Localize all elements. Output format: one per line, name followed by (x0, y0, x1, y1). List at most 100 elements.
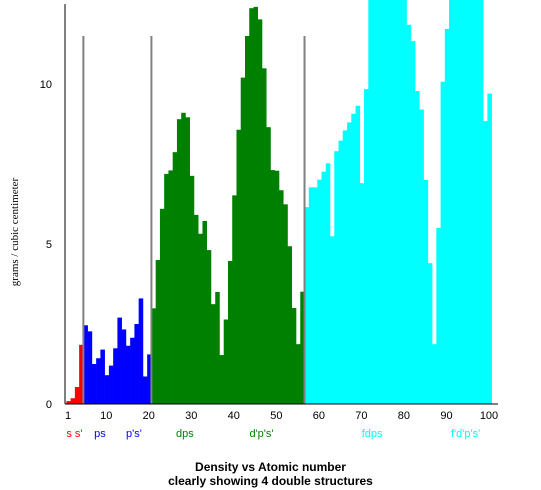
x-tick-label-1: 1 (65, 410, 71, 422)
bar-z16 (130, 337, 135, 404)
bar-z1 (66, 401, 71, 404)
bar-z66 (342, 130, 348, 404)
bar-z99 (483, 121, 488, 405)
bar-z27 (176, 119, 182, 404)
bar-z15 (125, 345, 131, 404)
group-label-0: s s' (66, 428, 82, 440)
bar-z3 (74, 387, 80, 404)
y-axis-label: grams / cubic centimeter (9, 177, 21, 286)
bar-z96 (470, 0, 475, 405)
bar-z56 (300, 291, 305, 404)
bar-z91 (449, 0, 454, 404)
bar-z93 (457, 0, 463, 405)
bar-z4 (79, 344, 84, 404)
divider-lines (82, 36, 306, 404)
x-tick-label-60: 60 (313, 410, 325, 422)
bar-z36 (215, 292, 220, 404)
bar-z35 (210, 304, 216, 404)
bar-z26 (172, 152, 178, 404)
y-tick-label-10: 10 (40, 79, 52, 91)
bar-z44 (249, 8, 254, 404)
bar-z28 (181, 112, 186, 405)
bar-z46 (257, 19, 263, 405)
bar-z60 (317, 179, 322, 404)
bar-z51 (279, 190, 284, 404)
bar-group (66, 0, 492, 405)
group-labels: s s' ps p's' dps d'p's' fdps f'd'p's' (66, 428, 480, 440)
bar-z18 (138, 298, 144, 404)
group-label-4: d'p's' (249, 428, 273, 440)
bar-z43 (244, 36, 250, 404)
bar-z13 (117, 317, 122, 404)
x-tick-label-70: 70 (355, 410, 367, 422)
y-tick-label-0: 0 (46, 399, 52, 411)
group-label-5: fdps (362, 428, 383, 440)
bar-z49 (270, 170, 276, 404)
bar-z14 (121, 329, 127, 404)
group-label-1: ps (94, 428, 106, 440)
bar-z19 (142, 376, 148, 404)
bar-z90 (444, 28, 450, 405)
bar-z30 (189, 175, 195, 404)
bar-z17 (134, 324, 139, 404)
bar-z47 (261, 68, 267, 404)
bar-z82 (410, 41, 416, 405)
bar-z61 (321, 171, 327, 404)
bar-z32 (198, 233, 203, 404)
bar-z31 (193, 214, 199, 404)
bar-z48 (266, 127, 271, 404)
bar-z65 (338, 140, 344, 404)
bar-z11 (108, 365, 114, 404)
bar-z75 (381, 0, 386, 404)
bar-z74 (376, 0, 382, 405)
bar-z59 (313, 187, 318, 404)
bar-z68 (351, 113, 356, 404)
bar-z42 (240, 77, 246, 404)
x-tick-label-90: 90 (440, 410, 452, 422)
bar-z100 (487, 93, 492, 404)
bar-z76 (385, 0, 390, 404)
bar-z86 (427, 263, 433, 404)
bar-z25 (168, 170, 173, 404)
x-tick-label-10: 10 (100, 410, 112, 422)
bar-z87 (432, 344, 437, 404)
bar-z77 (389, 0, 395, 404)
group-label-6: f'd'p's' (451, 428, 480, 440)
bar-z8 (96, 358, 101, 404)
x-tick-label-20: 20 (143, 410, 155, 422)
bar-z37 (219, 355, 225, 404)
bar-z7 (91, 364, 97, 404)
bar-z22 (155, 260, 161, 404)
bar-z71 (364, 89, 369, 405)
chart-title-line2: clearly showing 4 double structures (168, 474, 373, 488)
bar-z79 (398, 0, 403, 404)
bar-z73 (372, 0, 378, 404)
bar-z9 (100, 349, 105, 404)
bar-z88 (436, 228, 441, 404)
group-label-3: dps (176, 428, 194, 440)
bar-z39 (227, 260, 233, 404)
x-tick-label-80: 80 (398, 410, 410, 422)
x-tick-label-50: 50 (270, 410, 282, 422)
bar-z81 (406, 24, 412, 405)
bar-z57 (304, 207, 310, 404)
bar-z29 (185, 117, 190, 404)
bar-z67 (347, 122, 352, 405)
bar-z84 (419, 109, 424, 404)
bar-z78 (393, 0, 399, 405)
bar-z2 (70, 398, 76, 404)
bar-z21 (151, 308, 156, 404)
bar-z95 (466, 0, 471, 405)
bar-z54 (291, 308, 297, 404)
bar-z5 (83, 325, 88, 404)
x-tick-label-100: 100 (480, 410, 498, 422)
bar-z80 (402, 0, 407, 404)
group-label-2: p's' (126, 428, 142, 440)
bar-z10 (104, 375, 110, 404)
chart-title-line1: Density vs Atomic number (195, 460, 346, 474)
bar-z53 (287, 246, 293, 404)
bar-z89 (440, 81, 446, 404)
y-tick-labels: 05101520 (40, 79, 52, 411)
bar-z92 (453, 0, 458, 405)
bar-z62 (325, 163, 331, 404)
